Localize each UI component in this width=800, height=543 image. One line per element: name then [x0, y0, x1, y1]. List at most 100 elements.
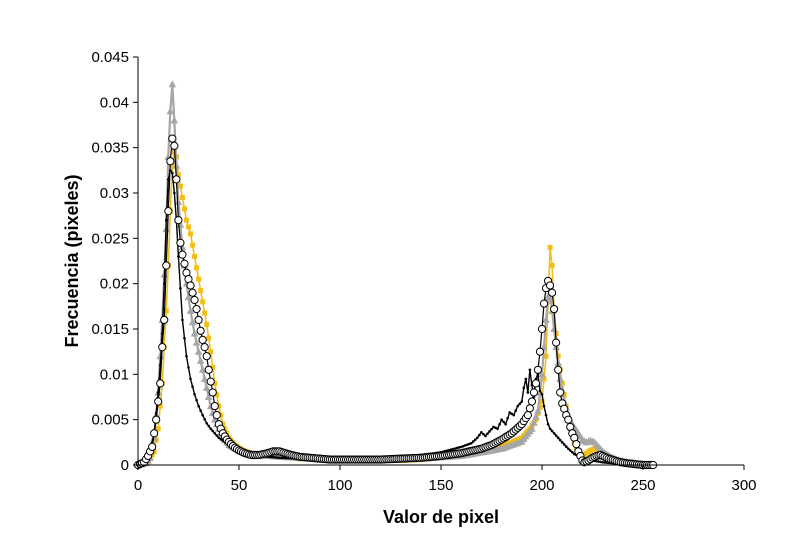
data-point	[210, 401, 219, 411]
data-point	[202, 352, 211, 361]
data-point	[601, 460, 604, 464]
data-point	[207, 424, 210, 428]
y-tick-label: 0.005	[91, 412, 129, 429]
data-point	[514, 409, 518, 412]
data-point	[274, 456, 277, 459]
data-point	[188, 318, 197, 326]
data-point	[188, 231, 194, 237]
data-point	[215, 434, 219, 437]
data-point	[167, 178, 170, 181]
series-triangle	[134, 80, 657, 468]
series-layer	[133, 80, 658, 470]
data-point	[556, 388, 565, 397]
data-point	[195, 398, 198, 402]
x-tick-label: 50	[231, 477, 248, 494]
x-tick-label: 300	[731, 477, 756, 494]
data-point	[175, 172, 181, 178]
data-point	[542, 404, 546, 408]
data-point	[160, 315, 169, 325]
data-point	[558, 438, 562, 442]
data-point	[516, 404, 520, 408]
data-point	[177, 183, 183, 189]
data-point	[554, 434, 558, 437]
data-point	[560, 441, 564, 444]
y-tick-label: 0.04	[100, 94, 129, 111]
data-point	[192, 253, 198, 259]
data-point	[457, 446, 461, 449]
data-point	[189, 377, 192, 381]
data-point	[191, 385, 194, 388]
data-point	[496, 427, 499, 431]
data-point	[534, 406, 542, 414]
data-point	[179, 286, 182, 290]
data-point	[564, 445, 568, 448]
data-point	[540, 392, 544, 396]
data-point	[543, 353, 549, 359]
data-point	[572, 440, 581, 449]
data-point	[197, 404, 200, 408]
data-point	[206, 335, 212, 341]
data-point	[474, 438, 477, 441]
data-point	[552, 431, 556, 435]
data-point	[170, 141, 179, 150]
y-tick-label: 0.045	[91, 49, 129, 66]
data-point	[157, 403, 163, 409]
data-point	[480, 431, 483, 434]
data-point	[494, 426, 497, 430]
data-point	[180, 259, 189, 268]
data-point	[181, 318, 184, 322]
data-point	[488, 430, 491, 433]
data-point	[202, 383, 211, 391]
data-point	[204, 393, 213, 400]
data-point	[547, 244, 553, 250]
x-tick-label: 200	[529, 477, 554, 494]
data-point	[203, 417, 206, 421]
data-point	[210, 365, 216, 371]
data-point	[190, 242, 196, 248]
data-point	[168, 134, 177, 143]
data-point	[502, 420, 505, 424]
y-tick-label: 0.01	[100, 366, 129, 383]
data-point	[170, 116, 179, 124]
data-point	[208, 388, 217, 397]
data-point	[200, 343, 209, 352]
data-point	[506, 417, 509, 420]
data-point	[280, 456, 283, 460]
y-tick-label: 0.025	[91, 230, 129, 247]
data-point	[208, 349, 214, 355]
data-point	[178, 250, 187, 259]
data-point	[158, 343, 167, 352]
data-point	[155, 426, 161, 432]
data-point	[449, 448, 453, 451]
data-point	[564, 415, 573, 424]
data-point	[211, 429, 215, 433]
data-point	[500, 418, 503, 421]
data-point	[490, 427, 493, 431]
data-point	[192, 338, 201, 346]
data-point	[478, 433, 481, 437]
data-point	[178, 243, 187, 251]
data-point	[459, 445, 463, 449]
data-point	[199, 409, 202, 412]
data-point	[532, 412, 540, 420]
data-point	[548, 427, 552, 431]
data-point	[541, 376, 547, 382]
data-point	[200, 299, 206, 305]
x-axis-title: Valor de pixel	[383, 507, 499, 527]
data-point	[492, 425, 495, 429]
x-tick-label: 250	[630, 477, 655, 494]
data-point	[472, 440, 475, 443]
data-point	[190, 295, 199, 305]
data-point	[544, 413, 548, 417]
data-point	[188, 288, 197, 297]
data-point	[556, 436, 560, 440]
data-point	[172, 161, 181, 169]
data-point	[183, 217, 189, 223]
data-point	[537, 324, 547, 334]
data-point	[194, 265, 200, 271]
data-point	[194, 347, 203, 355]
data-point	[152, 415, 161, 424]
y-tick-label: 0.015	[91, 321, 129, 338]
data-point	[272, 455, 275, 459]
